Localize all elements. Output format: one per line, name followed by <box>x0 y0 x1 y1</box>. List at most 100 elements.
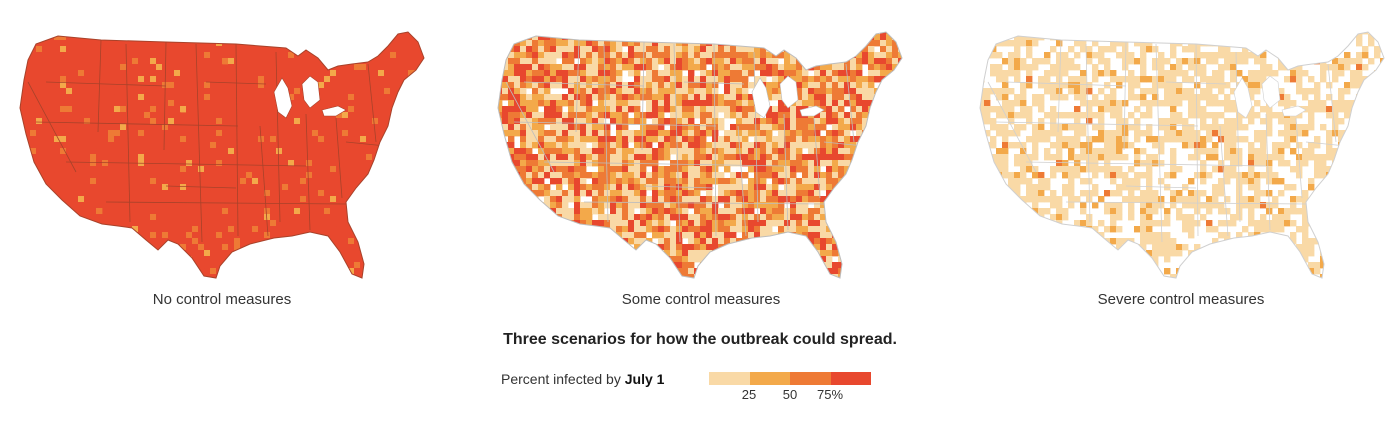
county-cell <box>6 244 12 250</box>
county-cell <box>132 58 139 65</box>
county-cell <box>856 52 863 59</box>
county-cell <box>724 52 731 59</box>
county-cell <box>498 130 503 137</box>
county-cell <box>868 58 875 65</box>
county-cell <box>562 142 569 149</box>
county-cell <box>270 148 277 155</box>
county-cell <box>120 76 127 83</box>
county-cell <box>138 196 145 203</box>
county-cell <box>568 172 575 179</box>
county-cell <box>180 160 187 167</box>
county-cell <box>778 32 785 35</box>
county-cell <box>180 88 187 95</box>
county-cell <box>252 52 259 59</box>
county-cell <box>532 100 539 107</box>
county-cell <box>772 136 779 143</box>
county-cell <box>36 34 43 41</box>
county-cell <box>850 82 857 89</box>
county-cell <box>60 244 67 251</box>
county-cell <box>210 118 217 125</box>
county-cell <box>378 280 384 282</box>
county-cell <box>30 76 37 83</box>
county-cell <box>670 94 677 101</box>
county-cell <box>114 232 121 239</box>
county-cell <box>246 142 253 149</box>
county-cell <box>706 124 713 131</box>
county-cell <box>796 22 802 28</box>
county-cell <box>258 208 265 215</box>
county-cell <box>432 52 438 58</box>
county-cell <box>402 46 409 53</box>
county-cell <box>270 196 277 203</box>
county-cell <box>538 22 544 28</box>
county-cell <box>30 100 37 107</box>
county-cell <box>138 32 145 35</box>
county-cell <box>544 154 551 161</box>
county-cell <box>814 46 821 53</box>
county-cell <box>922 40 924 46</box>
county-cell <box>514 112 521 119</box>
county-cell <box>78 184 85 191</box>
county-cell <box>432 268 438 274</box>
county-cell <box>318 268 325 275</box>
county-cell <box>652 82 659 89</box>
county-cell <box>282 214 289 221</box>
county-cell <box>180 172 187 179</box>
county-cell <box>138 166 145 173</box>
county-cell <box>264 136 271 143</box>
county-cell <box>216 232 223 239</box>
county-cell <box>426 100 432 106</box>
county-cell <box>336 238 343 245</box>
county-cell <box>306 220 313 227</box>
county-cell <box>264 22 270 28</box>
county-cell <box>30 214 37 221</box>
county-cell <box>892 52 899 59</box>
county-cell <box>108 268 115 275</box>
county-cell <box>640 136 647 143</box>
county-cell <box>192 118 199 125</box>
county-cell <box>300 94 307 101</box>
county-cell <box>444 238 446 244</box>
county-cell <box>306 250 313 257</box>
county-cell <box>30 256 37 263</box>
county-cell <box>396 58 403 65</box>
county-cell <box>402 154 409 161</box>
county-cell <box>312 40 319 47</box>
county-cell <box>60 190 67 197</box>
county-cell <box>844 118 851 125</box>
county-cell <box>180 32 187 35</box>
county-cell <box>258 280 264 282</box>
county-cell <box>562 118 569 125</box>
county-cell <box>60 232 67 239</box>
county-cell <box>814 100 821 107</box>
county-cell <box>402 238 409 245</box>
county-cell <box>20 112 25 119</box>
county-cell <box>30 130 37 137</box>
county-cell <box>580 172 587 179</box>
county-cell <box>652 88 659 95</box>
county-cell <box>414 100 421 107</box>
county-cell <box>276 238 283 245</box>
county-cell <box>874 22 880 28</box>
county-cell <box>204 32 211 35</box>
county-cell <box>372 124 379 131</box>
county-cell <box>318 190 325 197</box>
county-cell <box>724 64 731 71</box>
county-cell <box>276 166 283 173</box>
county-cell <box>174 262 181 269</box>
county-cell <box>30 112 37 119</box>
county-cell <box>366 238 373 245</box>
county-cell <box>550 70 557 77</box>
county-cell <box>144 58 151 65</box>
county-cell <box>408 112 415 119</box>
county-cell <box>42 268 49 275</box>
county-cell <box>324 274 331 278</box>
county-cell <box>742 70 749 77</box>
county-cell <box>234 32 241 35</box>
county-cell <box>694 46 701 53</box>
county-cell <box>520 112 527 119</box>
county-cell <box>90 52 97 59</box>
county-cell <box>234 40 241 47</box>
county-cell <box>414 250 421 257</box>
county-cell <box>742 76 749 83</box>
